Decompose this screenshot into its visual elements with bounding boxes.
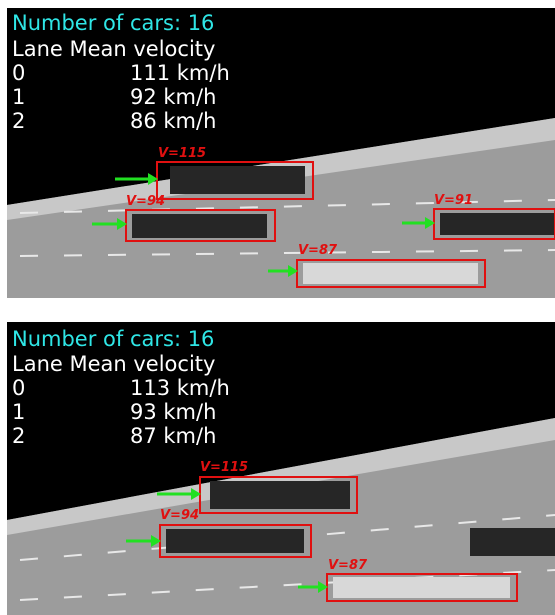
car [166,529,304,553]
velocity-label: V=115 [158,146,206,161]
table-header: Lane Mean velocity [12,352,215,376]
car [470,528,555,556]
lane-velocity: 113 km/h [130,376,230,400]
frame-1: V=115 V=94 V=91 V=87 Number of cars: 16 … [7,8,555,298]
lane-id: 2 [12,109,25,133]
car [303,263,478,284]
lane-velocity: 92 km/h [130,85,216,109]
lane-id: 2 [12,424,25,448]
lane-velocity: 111 km/h [130,61,230,85]
car [170,166,305,194]
frame-2: V=115 V=94 V=87 Number of cars: 16 Lane … [7,322,555,615]
lane-velocity: 87 km/h [130,424,216,448]
lane-id: 1 [12,400,25,424]
table-header: Lane Mean velocity [12,37,215,61]
car [210,481,350,509]
velocity-label: V=94 [160,508,199,523]
velocity-label: V=87 [298,243,338,258]
lane-velocity: 93 km/h [130,400,216,424]
screenshot: V=115 V=94 V=91 V=87 Number of cars: 16 … [0,0,555,615]
lane-id: 0 [12,376,25,400]
car [132,214,267,238]
velocity-label: V=94 [126,194,165,209]
car [440,213,555,235]
lane-id: 1 [12,85,25,109]
car-count: Number of cars: 16 [12,327,214,351]
velocity-label: V=91 [434,193,473,208]
car [333,577,510,598]
lane-velocity: 86 km/h [130,109,216,133]
lane-id: 0 [12,61,25,85]
velocity-label: V=87 [328,558,368,573]
velocity-label: V=115 [200,460,248,475]
car-count: Number of cars: 16 [12,11,214,35]
